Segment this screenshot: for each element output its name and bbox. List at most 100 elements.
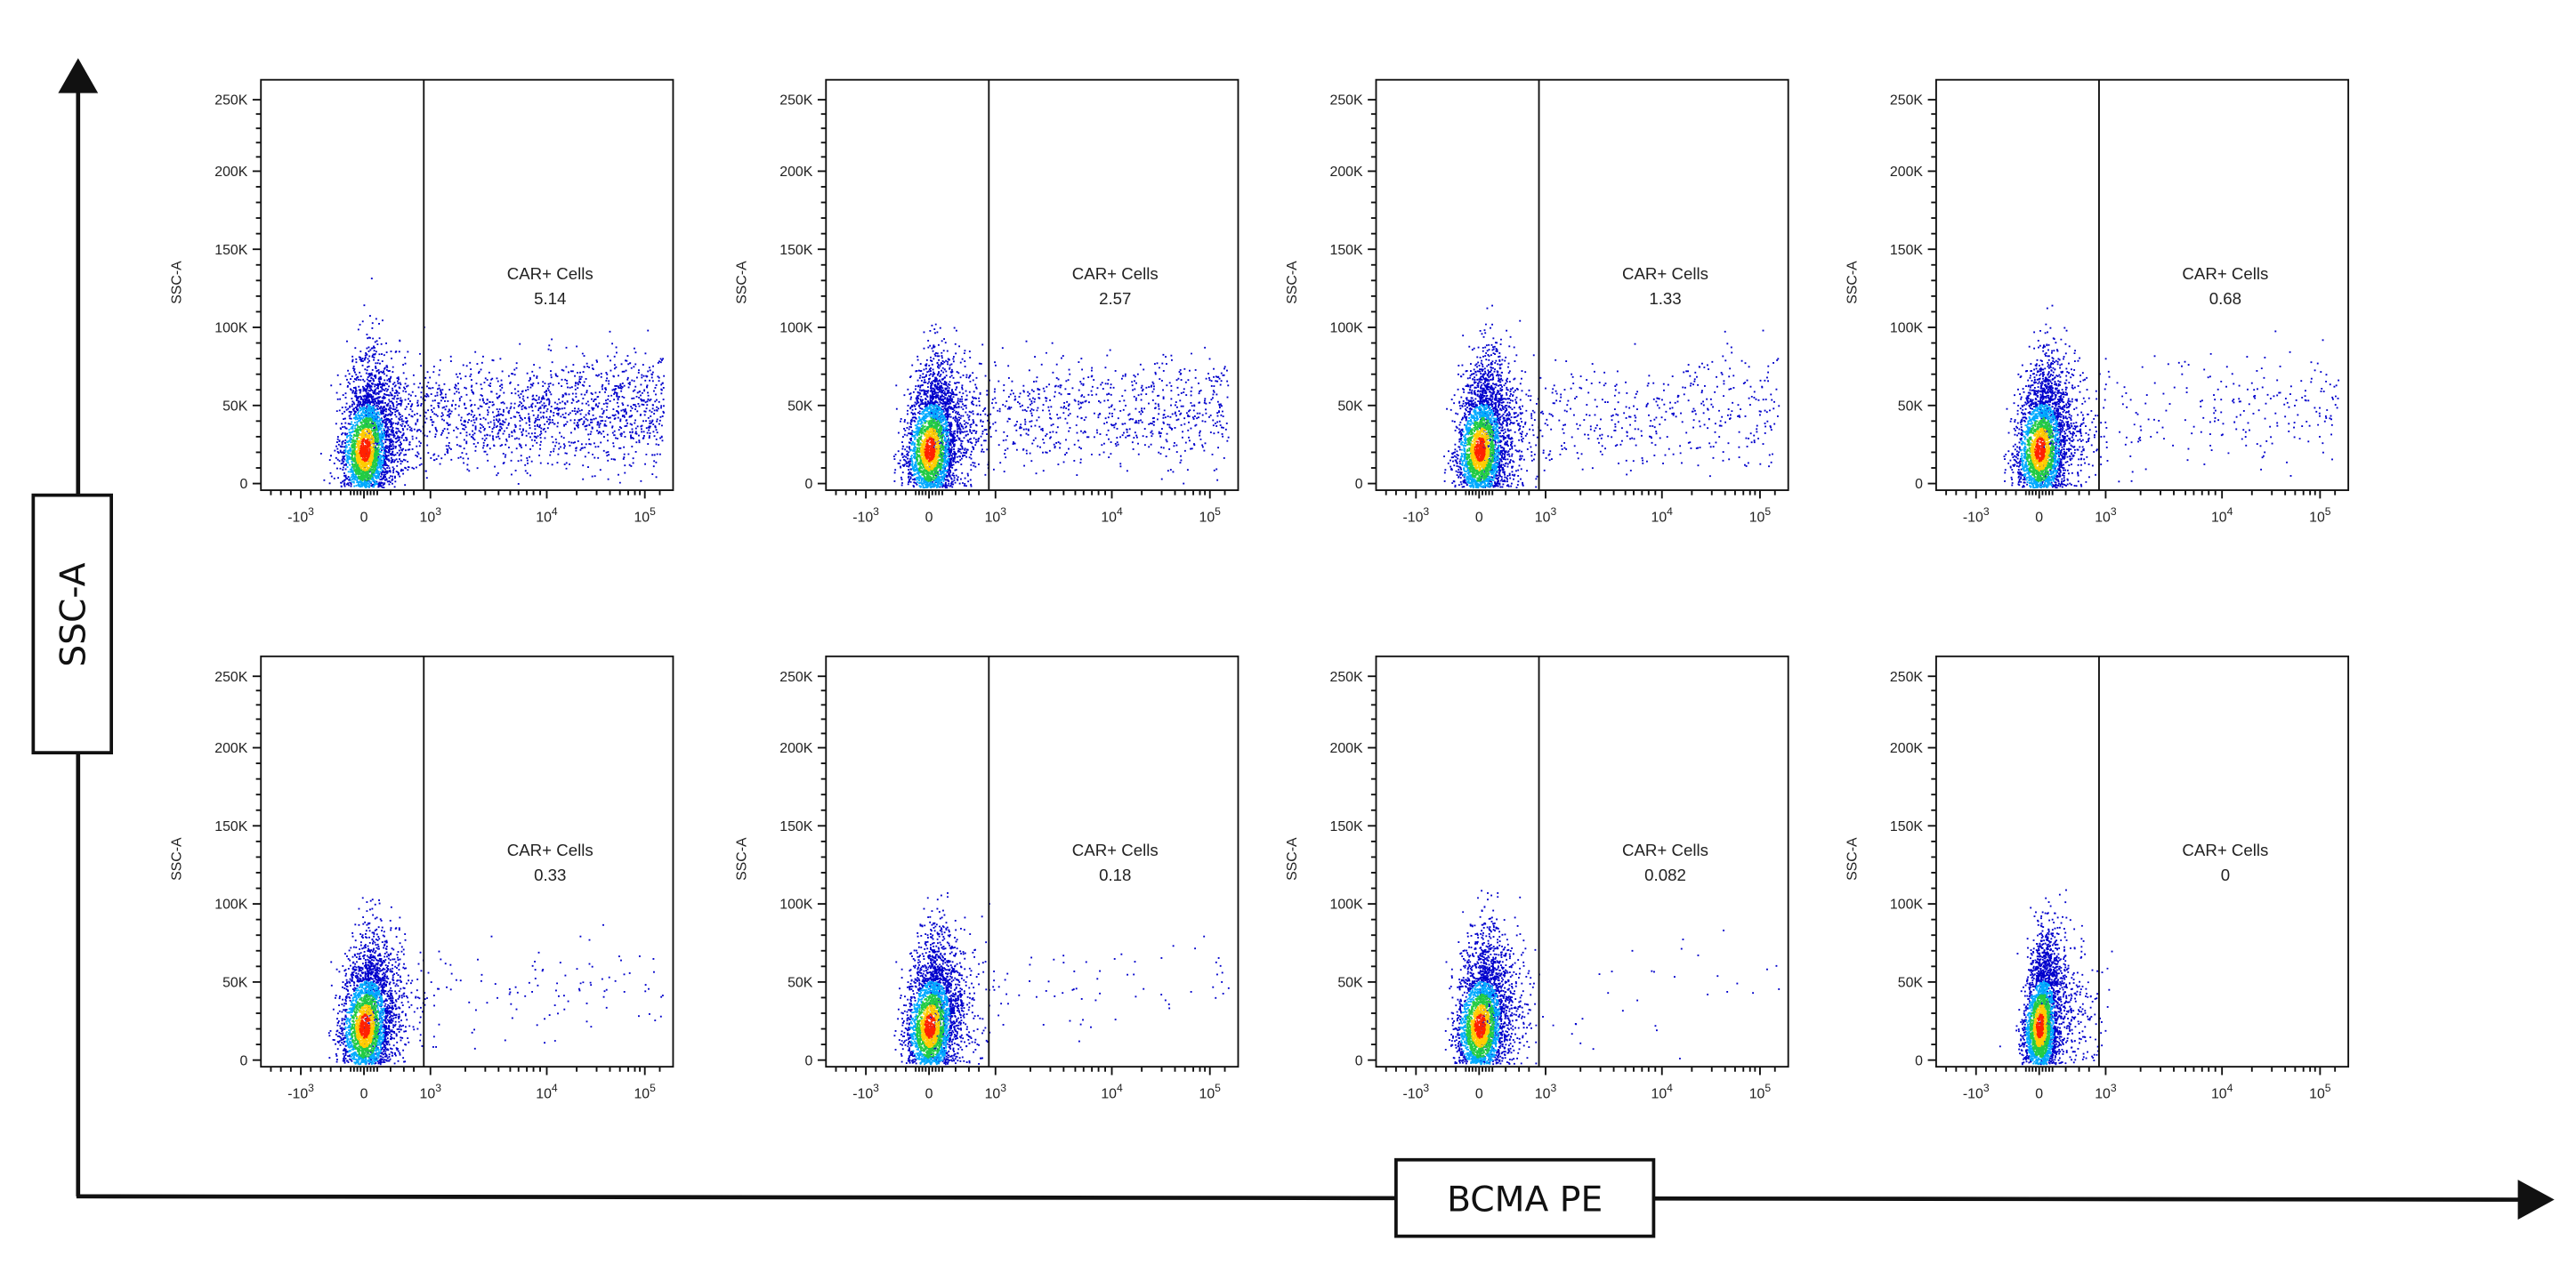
x-tick-exp: 3	[308, 505, 314, 518]
x-tick-exp: 3	[1423, 505, 1429, 518]
x-tick-exp: 5	[2325, 505, 2331, 518]
gate-value: 0.33	[534, 866, 566, 884]
x-tick-base: -10	[1402, 511, 1423, 526]
y-tick-label: 250K	[214, 93, 247, 109]
panel-y-label: SSC-A	[735, 261, 750, 304]
x-tick-base: 10	[2309, 1087, 2325, 1102]
x-tick-label: 105	[634, 505, 656, 525]
plot-panel: CAR+ Cells 0.68 SSC-A 0 50K 100K 150K 200K 250K -…	[1845, 78, 2350, 526]
x-tick-label: 105	[2309, 1082, 2331, 1101]
event-dots	[924, 437, 936, 463]
gate-label: CAR+ Cells	[1072, 841, 1159, 859]
y-tick-label: 200K	[214, 741, 247, 756]
y-tick-label: 0	[239, 477, 247, 492]
x-tick-label: -103	[1963, 505, 1990, 525]
x-tick-base: 10	[2211, 1087, 2227, 1102]
gate-label: CAR+ Cells	[2182, 264, 2268, 283]
y-tick-label: 200K	[779, 165, 812, 180]
y-tick-label: 100K	[779, 898, 812, 913]
plot-panel: CAR+ Cells0SSC-A050K100K150K200K250K-103…	[1845, 655, 2350, 1102]
y-tick-label: 50K	[222, 975, 248, 990]
x-tick-base: 0	[2035, 511, 2043, 526]
x-tick-base: -10	[1963, 511, 1983, 526]
x-tick-exp: 3	[2111, 1082, 2117, 1094]
x-tick-base: -10	[287, 511, 308, 526]
x-tick-label: 103	[420, 505, 442, 525]
event-dots	[2035, 1013, 2045, 1039]
x-tick-label: 0	[1475, 511, 1483, 526]
x-tick-label: 103	[985, 1082, 1007, 1101]
x-tick-label: 104	[1101, 505, 1123, 525]
panel-y-label: SSC-A	[1285, 261, 1300, 304]
panel-y-label: SSC-A	[170, 837, 185, 881]
panel-y-label: SSC-A	[1285, 837, 1300, 881]
y-tick-label: 200K	[214, 165, 247, 180]
x-tick-exp: 3	[1000, 1082, 1006, 1094]
x-tick-exp: 4	[1667, 1082, 1673, 1094]
event-dots	[1474, 437, 1487, 463]
y-tick-label: 0	[1915, 1053, 1923, 1068]
x-tick-exp: 5	[1215, 1082, 1221, 1094]
x-tick-exp: 5	[1764, 505, 1771, 518]
x-tick-base: 10	[1535, 511, 1551, 526]
x-tick-base: 10	[1651, 1087, 1668, 1102]
x-tick-base: 10	[1749, 1087, 1765, 1102]
x-tick-base: -10	[852, 511, 873, 526]
plot-frame	[825, 78, 1240, 491]
y-tick-label: 250K	[214, 670, 247, 685]
plot-panel: CAR+ Cells 0.082 SSC-A 0 50K 100K 150K 200K 250K…	[1285, 655, 1789, 1102]
x-tick-base: 10	[1199, 511, 1215, 526]
x-tick-label: 103	[2095, 1082, 2117, 1101]
x-tick-exp: 5	[650, 505, 656, 518]
event-dots	[2032, 1004, 2047, 1048]
event-dots	[354, 1004, 375, 1049]
gate-label: CAR+ Cells	[2182, 841, 2268, 859]
x-tick-label: -103	[287, 505, 314, 525]
event-dots	[2034, 437, 2047, 463]
gate-value: 0.68	[2209, 289, 2241, 308]
x-tick-base: 0	[2035, 1087, 2043, 1102]
panel-y-label: SSC-A	[170, 261, 185, 304]
event-dots	[350, 994, 380, 1059]
x-tick-exp: 4	[1117, 505, 1123, 518]
x-tick-exp: 5	[650, 1082, 656, 1094]
y-tick-label: 0	[239, 1053, 247, 1068]
y-tick-label: 50K	[1337, 399, 1363, 414]
y-tick-label: 100K	[214, 898, 247, 913]
x-tick-base: 10	[1199, 1087, 1215, 1102]
plot-frame	[1934, 78, 2350, 491]
y-tick-label: 250K	[779, 670, 812, 685]
y-tick-label: 0	[1915, 477, 1923, 492]
gate-label: CAR+ Cells	[1622, 841, 1708, 859]
x-tick-label: -103	[1963, 1082, 1990, 1101]
plot-frame	[260, 78, 674, 491]
y-tick-label: 50K	[787, 975, 813, 990]
x-tick-label: 0	[925, 511, 933, 526]
gate-value: 0	[2221, 866, 2230, 884]
y-tick-label: 50K	[1337, 975, 1363, 990]
gate-label: CAR+ Cells	[1072, 264, 1159, 283]
event-dots	[1470, 1003, 1490, 1049]
x-tick-label: 105	[1749, 1082, 1772, 1101]
x-tick-base: 10	[634, 511, 650, 526]
event-dots	[1443, 304, 1781, 488]
gate-label: CAR+ Cells	[1622, 264, 1708, 283]
y-tick-label: 150K	[1330, 819, 1363, 834]
y-tick-label: 50K	[787, 399, 813, 414]
x-tick-base: 10	[1749, 511, 1765, 526]
event-dots	[2029, 994, 2051, 1059]
y-label-box	[31, 493, 114, 754]
x-label-box	[1394, 1157, 1656, 1238]
y-axis-label: SSC-A	[53, 562, 93, 666]
x-tick-label: -103	[852, 505, 879, 525]
x-tick-base: 0	[360, 1087, 368, 1102]
gate-value: 5.14	[534, 289, 566, 308]
event-dots	[2030, 427, 2051, 471]
x-tick-label: 104	[2211, 1082, 2233, 1101]
plot-frame	[1375, 78, 1789, 491]
y-tick-label: 250K	[1330, 670, 1363, 685]
y-tick-label: 100K	[1330, 898, 1363, 913]
x-tick-label: 103	[1535, 505, 1557, 525]
x-tick-base: 10	[2095, 511, 2111, 526]
